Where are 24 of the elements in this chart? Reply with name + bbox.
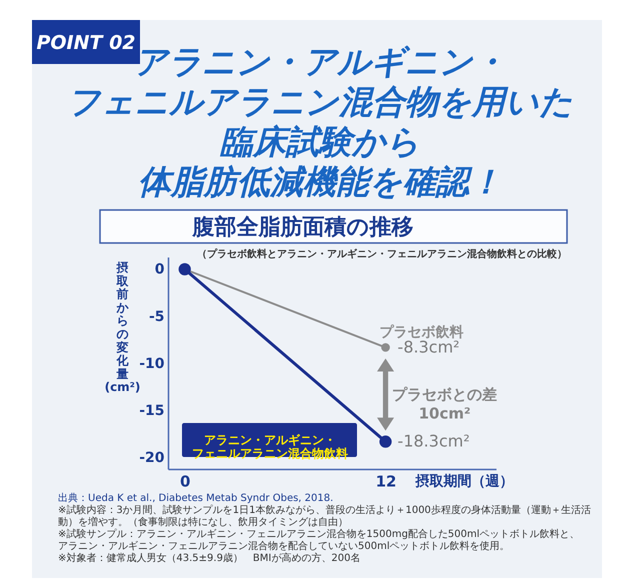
text: ※試験内容：3か月間、試験サンプルを1日1本飲みながら、普段の生活より＋1000歩程度の身体活動量（運動＋生活活動）を増やす。（食事制限は特になし、飲用タイミングは自由） <box>58 504 591 528</box>
y-tick-label: -15 <box>139 403 164 420</box>
y-tick-label: -20 <box>139 450 165 466</box>
series-label: アラニン・アルギニン・フェニルアラニン混合物飲料 <box>192 433 348 460</box>
x-axis-title: 摂取期間（週） <box>414 474 514 490</box>
x-tick-label: 12 <box>376 472 396 490</box>
y-tick-label: 0 <box>154 262 165 278</box>
chart-subtitle: （プラセボ飲料とアラニン・アルギニン・フェニルアラニン混合物飲料との比較） <box>197 248 567 260</box>
text: 体脂肪低減機能を確認！ <box>138 162 502 201</box>
text: POINT 02 <box>36 32 136 54</box>
point <box>381 343 390 352</box>
text: アラニン・アルギニン・ <box>134 42 506 81</box>
annotation: プラセボとの差 10cm² <box>392 386 498 423</box>
text: 摂取前からの変化量 (cm²) <box>104 260 140 394</box>
text: ※対象者：健常成人男女（43.5±9.9歳） BMIが高めの方、200名 <box>58 552 360 564</box>
data-label: -18.3cm² <box>398 432 470 451</box>
y-tick-label: -5 <box>148 308 164 325</box>
chart-title: 腹部全脂肪面積の推移 <box>192 214 414 240</box>
text: 臨床試験から <box>219 122 420 161</box>
text: フェニルアラニン混合物を用いた <box>67 82 573 121</box>
text: ※試験サンプル：アラニン・アルギニン・フェニルアラニン混合物を1500mg配合した500mlペットボトル飲料と、アラニン・アルギニン・フェニルアラニン混合物を配合していない500mlペットボトル飲料を使用。 <box>58 528 580 552</box>
point <box>379 436 392 448</box>
y-tick-label: -10 <box>139 356 165 372</box>
source-note: 出典：Ueda K et al., Diabetes Metab Syndr Obes, 2018. <box>58 492 334 504</box>
